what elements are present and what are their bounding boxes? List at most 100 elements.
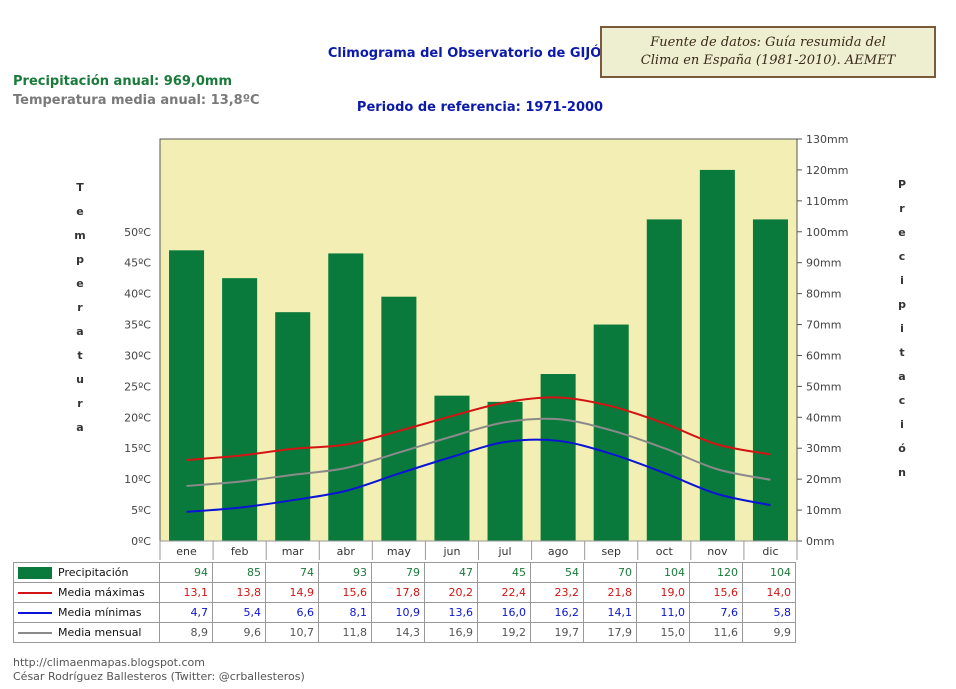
plot-area: [159, 138, 798, 542]
data-value-cell: 13,8: [212, 582, 266, 603]
data-value-cell: 10,7: [265, 622, 319, 643]
axis-label-letter: ó: [898, 442, 906, 455]
series-legend-cell: Media mensual: [13, 622, 160, 643]
left-tick-label: 45ºC: [124, 257, 151, 270]
axis-label-letter: r: [77, 397, 83, 410]
axis-label-letter: i: [900, 418, 904, 431]
table-row: Media mensual 8,9 9,6 10,7 11,8 14,3 16,9 19,2 1…: [13, 622, 796, 643]
axis-label-letter: t: [899, 346, 905, 359]
chart-title: Climograma del Observatorio de GIJÓN: [327, 46, 613, 61]
right-tick-label: 20mm: [806, 473, 841, 486]
right-tick-label: 90mm: [806, 257, 841, 270]
data-value-cell: 10,9: [371, 602, 425, 623]
source-line-1: Fuente de datos: Guía resumida del: [650, 35, 886, 50]
precipitation-bar: [222, 278, 258, 541]
category-label: mar: [282, 545, 304, 558]
precipitation-bar: [699, 169, 735, 541]
data-source-box: Fuente de datos: Guía resumida del Clima…: [600, 26, 936, 78]
data-table: Precipitación 94 85 74 93 79 47 45 54 70 104 120 104…: [13, 562, 796, 643]
precipitation-bar: [381, 296, 417, 541]
axis-label-letter: c: [898, 250, 906, 263]
legend-swatch: [18, 612, 52, 614]
right-tick-label: 60mm: [806, 349, 841, 362]
max-temperature-line: [186, 396, 771, 461]
right-tick-label: 100mm: [806, 226, 848, 239]
left-tick-label: 30ºC: [124, 349, 151, 362]
precipitation-bar: [169, 250, 205, 542]
data-value-cell: 14,1: [583, 602, 637, 623]
category-label: abr: [337, 545, 356, 558]
table-row: Media máximas 13,1 13,8 14,9 15,6 17,8 20,2 22,…: [13, 582, 796, 603]
legend-swatch: [18, 567, 52, 579]
axis-label-letter: T: [76, 181, 84, 194]
axis-label-letter: r: [77, 301, 83, 314]
data-value-cell: 19,7: [530, 622, 584, 643]
data-value-cell: 11,0: [636, 602, 690, 623]
right-tick-label: 50mm: [806, 380, 841, 393]
data-value-cell: 9,9: [742, 622, 796, 643]
axis-label-letter: p: [76, 253, 84, 266]
category-label: ago: [548, 545, 569, 558]
axis-label-letter: a: [76, 325, 84, 338]
data-value-cell: 17,8: [371, 582, 425, 603]
data-value-cell: 16,9: [424, 622, 478, 643]
data-value-cell: 4,7: [159, 602, 213, 623]
climograph-chart: 0ºC 5ºC 10ºC 15ºC 20ºC 25ºC 30ºC 35ºC 40ºC 45ºC 50…: [124, 133, 848, 560]
series-legend-cell: Precipitación: [13, 562, 160, 583]
right-tick-label: 40mm: [806, 411, 841, 424]
category-label: dic: [762, 545, 778, 558]
data-value-cell: 19,0: [636, 582, 690, 603]
annual-temperature: Temperatura media anual: 13,8ºC: [13, 93, 260, 108]
data-value-cell: 45: [477, 562, 531, 583]
data-value-cell: 20,2: [424, 582, 478, 603]
axis-label-letter: e: [898, 226, 906, 239]
axis-label-letter: t: [77, 349, 83, 362]
right-tick-label: 0mm: [806, 535, 834, 548]
series-name: Media mensual: [58, 626, 142, 639]
left-tick-label: 25ºC: [124, 380, 151, 393]
reference-period: Periodo de referencia: 1971-2000: [356, 100, 604, 115]
data-value-cell: 15,6: [318, 582, 372, 603]
axis-label-letter: a: [76, 421, 84, 434]
data-value-cell: 93: [318, 562, 372, 583]
axis-label-letter: a: [898, 370, 906, 383]
axis-label-letter: c: [898, 394, 906, 407]
table-row: Media mínimas 4,7 5,4 6,6 8,1 10,9 13,6 16,0 16,…: [13, 602, 796, 623]
right-tick-label: 80mm: [806, 288, 841, 301]
category-label: jun: [442, 545, 460, 558]
series-name: Media mínimas: [58, 606, 142, 619]
axis-label-letter: e: [76, 277, 84, 290]
data-value-cell: 70: [583, 562, 637, 583]
precipitation-bar: [593, 324, 629, 541]
left-tick-label: 15ºC: [124, 442, 151, 455]
left-tick-label: 35ºC: [124, 319, 151, 332]
footer-url: http://climaenmapas.blogspot.com: [13, 656, 205, 669]
footer-author: César Rodríguez Ballesteros (Twitter: @c…: [13, 670, 305, 683]
data-value-cell: 23,2: [530, 582, 584, 603]
data-value-cell: 14,3: [371, 622, 425, 643]
data-value-cell: 85: [212, 562, 266, 583]
data-value-cell: 22,4: [477, 582, 531, 603]
category-label: feb: [231, 545, 249, 558]
series-name: Media máximas: [58, 586, 145, 599]
data-value-cell: 13,6: [424, 602, 478, 623]
data-value-cell: 19,2: [477, 622, 531, 643]
left-tick-label: 5ºC: [131, 504, 151, 517]
table-row: Precipitación 94 85 74 93 79 47 45 54 70 104 120 104: [13, 562, 796, 583]
right-tick-label: 70mm: [806, 319, 841, 332]
data-value-cell: 15,6: [689, 582, 743, 603]
legend-swatch: [18, 592, 52, 594]
data-value-cell: 14,9: [265, 582, 319, 603]
annual-precipitation: Precipitación anual: 969,0mm: [13, 74, 232, 89]
precipitation-bar: [752, 219, 788, 541]
category-label: oct: [656, 545, 674, 558]
data-value-cell: 14,0: [742, 582, 796, 603]
left-tick-label: 0ºC: [131, 535, 151, 548]
data-value-cell: 104: [636, 562, 690, 583]
category-label: may: [387, 545, 411, 558]
data-value-cell: 13,1: [159, 582, 213, 603]
data-value-cell: 11,8: [318, 622, 372, 643]
right-tick-label: 110mm: [806, 195, 848, 208]
data-value-cell: 16,0: [477, 602, 531, 623]
